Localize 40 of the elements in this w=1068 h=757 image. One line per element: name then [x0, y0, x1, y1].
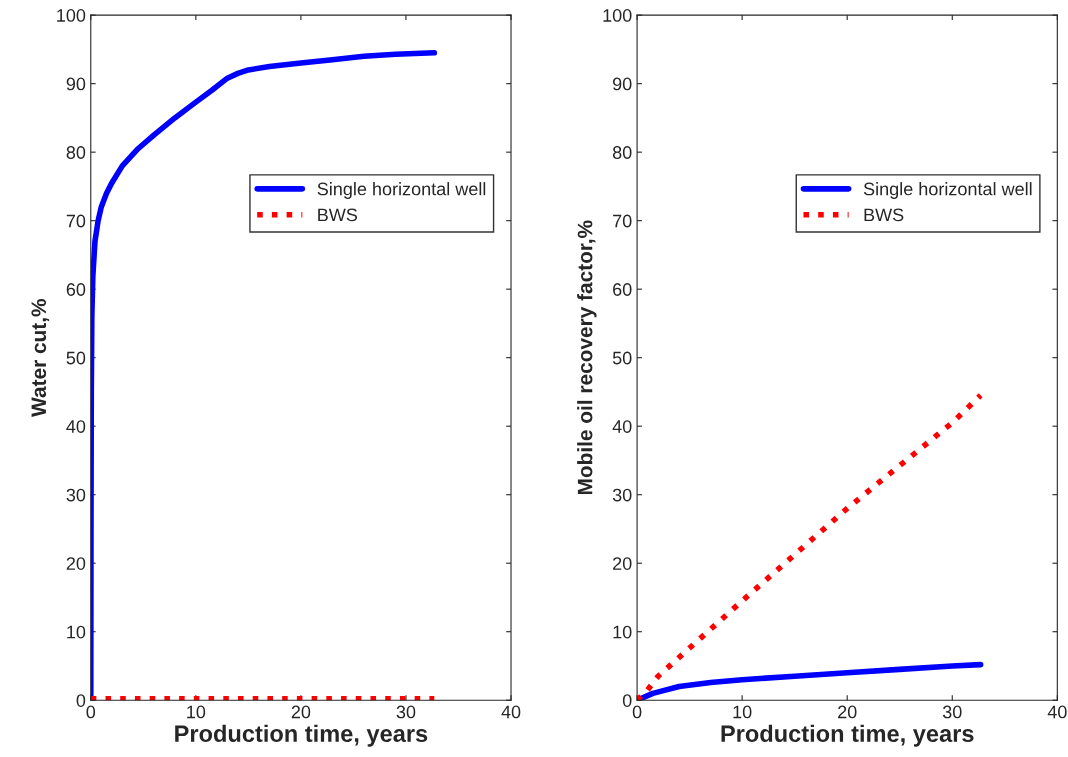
x-tick-label: 10	[187, 705, 206, 719]
y-tick-label: 20	[613, 557, 632, 570]
x-tick-label: 40	[1047, 705, 1067, 719]
x-tick-label: 20	[291, 705, 311, 719]
y-tick-label: 50	[612, 351, 632, 365]
x-axis-title: Production time, years	[175, 724, 428, 747]
y-tick-label: 60	[613, 283, 632, 296]
y-tick-label: 40	[612, 420, 632, 433]
x-tick-label: 40	[501, 705, 521, 719]
y-tick-label: 0	[76, 694, 86, 707]
x-tick-label: 10	[733, 705, 752, 719]
y-axis-title: Mobile oil recovery factor,%	[577, 220, 597, 495]
y-tick-label: 70	[66, 214, 86, 228]
legend-label: BWS	[864, 208, 904, 222]
x-tick-label: 20	[838, 705, 857, 719]
legend-label: BWS	[318, 208, 358, 222]
y-tick-label: 40	[66, 420, 86, 433]
y-tick-label: 30	[66, 488, 86, 502]
y-tick-label: 60	[66, 283, 86, 296]
y-tick-label: 10	[613, 625, 632, 639]
y-tick-label: 30	[612, 488, 632, 502]
legend-label: Single horizontal well	[317, 182, 486, 199]
x-tick-label: 0	[632, 705, 642, 719]
x-axis-title: Production time, years	[721, 724, 974, 747]
y-axis-title: Water cut,%	[31, 299, 50, 417]
x-tick-label: 30	[396, 705, 416, 719]
y-tick-label: 20	[66, 557, 86, 570]
y-tick-label: 80	[612, 146, 632, 159]
y-tick-label: 100	[603, 9, 632, 22]
x-tick-label: 0	[86, 705, 96, 719]
y-tick-label: 90	[612, 77, 632, 91]
y-tick-label: 70	[613, 214, 632, 228]
y-tick-label: 80	[66, 146, 86, 159]
y-tick-label: 50	[66, 351, 86, 365]
y-tick-label: 0	[622, 694, 632, 707]
legend-label: Single horizontal well	[863, 182, 1032, 199]
y-tick-label: 10	[67, 625, 86, 639]
y-tick-label: 90	[66, 77, 86, 91]
y-tick-label: 100	[57, 9, 86, 22]
x-tick-label: 30	[942, 705, 962, 719]
